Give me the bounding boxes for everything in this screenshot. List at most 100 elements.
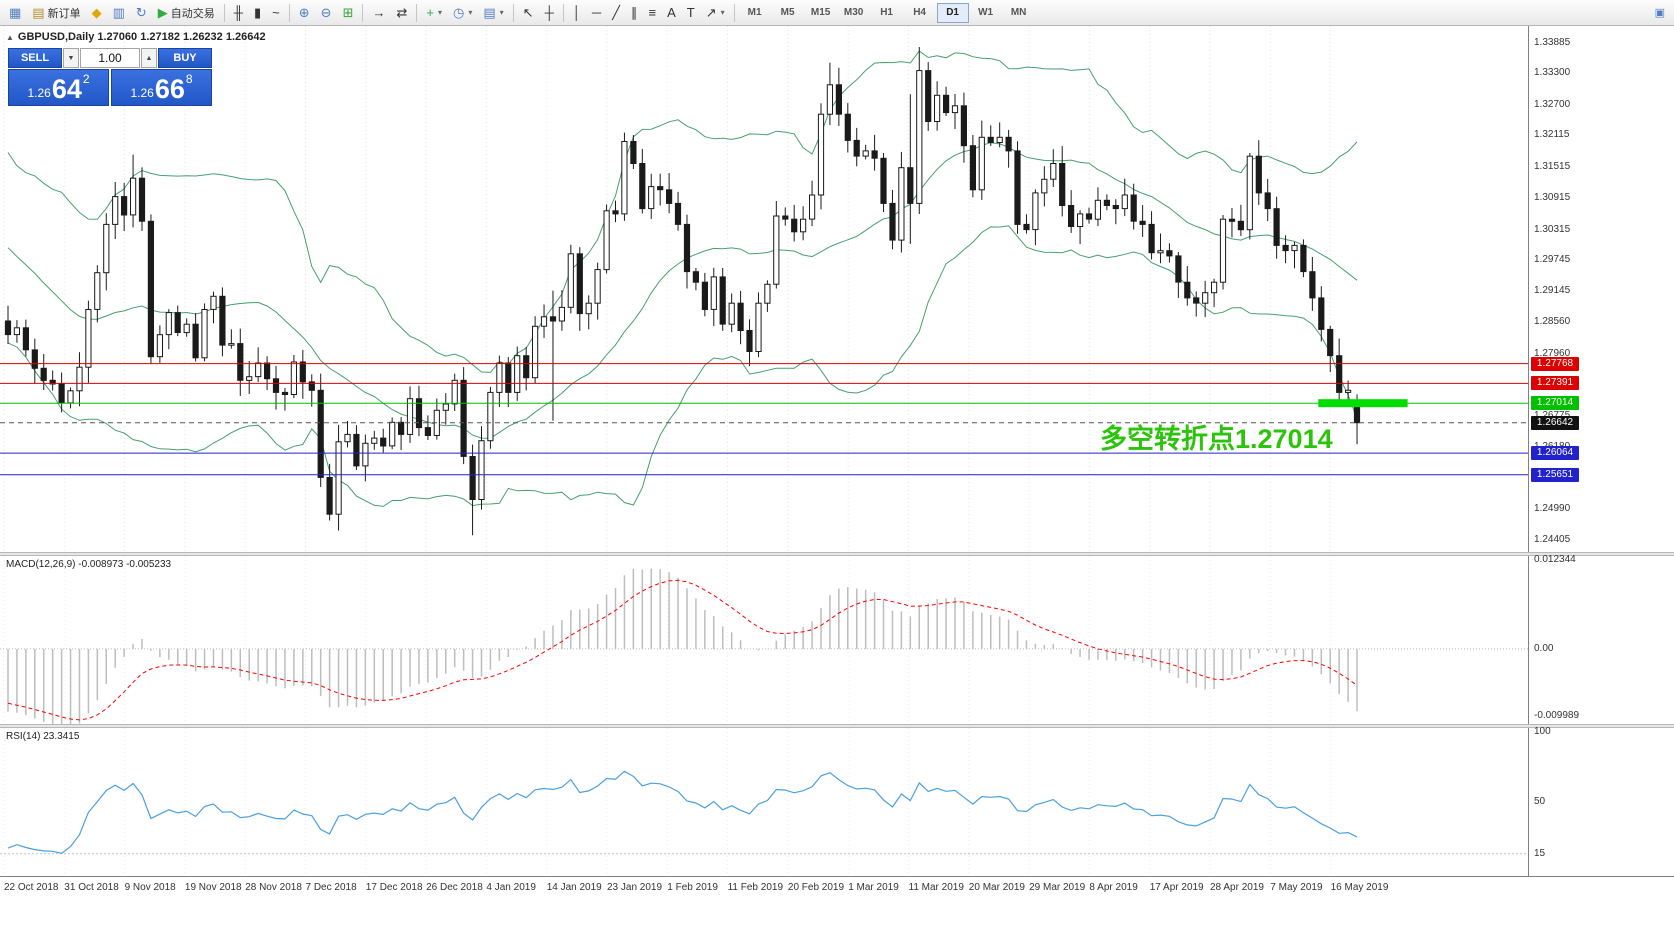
sell-button[interactable]: SELL (8, 48, 62, 68)
collapse-chart-icon[interactable]: ▲ (6, 33, 14, 42)
arrows-tool[interactable]: ↗ ▾ (701, 2, 730, 24)
toolbar-separator (512, 3, 514, 22)
fibonacci-icon: ≡ (648, 5, 657, 20)
rsi-chart-svg (0, 728, 1528, 876)
line-chart-icon[interactable]: ~ (267, 2, 285, 24)
text-icon: A (667, 5, 676, 20)
cursor-tool[interactable]: ↖ (518, 2, 539, 24)
timeframe-h4[interactable]: H4 (913, 7, 926, 18)
label-icon: T (686, 5, 695, 20)
auto-trading-icon: ▶ (157, 5, 168, 20)
panel-splitter[interactable] (0, 552, 1674, 556)
indicators-button[interactable]: + ▾ (421, 2, 447, 24)
new-order-button-label: 新订单 (47, 7, 81, 20)
label-tool[interactable]: T (682, 2, 700, 24)
auto-scroll-icon-icon: → (372, 5, 386, 20)
fibonacci-tool[interactable]: ≡ (643, 2, 661, 24)
buy-price-prefix: 1.26 (130, 86, 154, 100)
date-label: 20 Mar 2019 (968, 882, 1025, 893)
price-tick: 1.24990 (1534, 503, 1571, 515)
profiles-icon[interactable]: ↻ (131, 2, 152, 24)
crosshair-tool[interactable]: ┼ (540, 2, 559, 24)
horizontal-line-tool[interactable]: ─ (587, 2, 606, 24)
rsi-axis: 100 50 15 (1528, 726, 1674, 876)
price-tick: 1.30915 (1534, 192, 1571, 204)
channel-tool[interactable]: ∥ (626, 2, 643, 24)
one-click-trading-panel: SELL ▼ 1.00 ▲ BUY 1.26 64 2 1.26 (8, 48, 212, 106)
timeframe-m30[interactable]: M30 (843, 7, 864, 18)
toolbar-separator (362, 3, 364, 22)
timeframe-mn[interactable]: MN (1010, 7, 1027, 18)
vertical-line-tool[interactable]: │ (568, 2, 586, 24)
price-plot: ▲ GBPUSD,Daily 1.27060 1.27182 1.26232 1.… (0, 26, 1528, 552)
zoom-in-icon-icon: ⊕ (298, 5, 310, 20)
tile-windows-icon[interactable]: ⊞ (338, 2, 359, 24)
price-tick: 1.26775 (1534, 410, 1570, 422)
market-icon[interactable]: ◆ (87, 2, 107, 24)
indicators-icon: + (426, 5, 434, 20)
buy-price-button[interactable]: 1.26 66 8 (111, 69, 212, 106)
templates-button[interactable]: ▤ ▾ (478, 2, 508, 24)
price-tick: 1.28560 (1534, 316, 1571, 328)
macd-chart-svg (0, 556, 1528, 724)
new-order-button[interactable]: ▤ 新订单 (27, 2, 85, 24)
crosshair-icon: ┼ (544, 5, 554, 20)
timeframe-m15[interactable]: M15 (810, 7, 831, 18)
rsi-label: RSI(14) 23.3415 (6, 731, 80, 742)
price-tick: 1.24405 (1534, 534, 1571, 546)
candlestick-chart-icon[interactable]: ▮ (249, 2, 266, 24)
price-line-badge: 1.27768 (1531, 356, 1579, 371)
date-label: 17 Apr 2019 (1149, 882, 1204, 893)
date-label: 20 Feb 2019 (787, 882, 845, 893)
window-restore-icon[interactable]: ▣ (1654, 7, 1665, 19)
sell-price-button[interactable]: 1.26 64 2 (8, 69, 109, 106)
date-label: 11 Mar 2019 (908, 882, 964, 893)
price-tick: 1.33300 (1534, 67, 1571, 79)
auto-scroll-icon[interactable]: → (367, 2, 390, 24)
price-tick: 1.29145 (1534, 285, 1571, 297)
price-tick: 1.31515 (1534, 160, 1571, 172)
toolbar-separator (733, 3, 735, 22)
timeframe-m1[interactable]: M1 (747, 7, 762, 18)
timeframe-w1[interactable]: W1 (978, 7, 994, 18)
sell-price-big: 64 (51, 74, 82, 105)
date-label: 28 Apr 2019 (1210, 882, 1264, 893)
date-label: 7 May 2019 (1270, 882, 1323, 893)
channel-icon: ∥ (630, 5, 638, 20)
rsi-plot: RSI(14) 23.3415 (0, 728, 1528, 876)
panel-splitter-2[interactable] (0, 724, 1674, 728)
periods-button[interactable]: ◷ ▾ (448, 2, 477, 24)
buy-button[interactable]: BUY (158, 48, 212, 68)
chart-shift-icon[interactable]: ⇄ (391, 2, 412, 24)
price-chart-svg[interactable] (0, 26, 1528, 552)
timeframe-h1[interactable]: H1 (880, 7, 893, 18)
chevron-down-icon: ▾ (499, 8, 504, 17)
date-label: 14 Jan 2019 (546, 882, 602, 893)
lot-increase-button[interactable]: ▲ (141, 48, 157, 68)
terminal-window-icon-icon: ▦ (9, 5, 22, 20)
line-chart-icon-icon: ~ (272, 5, 280, 20)
bar-chart-icon[interactable]: ╫ (229, 2, 248, 24)
timeframe-m5[interactable]: M5 (780, 7, 795, 18)
lot-decrease-button[interactable]: ▼ (63, 48, 79, 68)
auto-trading-button[interactable]: ▶ 自动交易 (153, 2, 220, 24)
timeframe-d1[interactable]: D1 (936, 2, 969, 23)
auto-trading-button-label: 自动交易 (170, 7, 215, 20)
date-label: 29 Mar 2019 (1029, 882, 1086, 893)
macd-axis: 0.012344 0.00 -0.009989 (1528, 554, 1674, 724)
templates-icon: ▤ (483, 5, 496, 20)
charts-grid-icon[interactable]: ▥ (108, 2, 130, 24)
zoom-in-icon[interactable]: ⊕ (294, 2, 315, 24)
date-label: 11 Feb 2019 (727, 882, 784, 893)
lot-size-input[interactable]: 1.00 (80, 48, 140, 68)
trendline-tool[interactable]: ╱ (607, 2, 625, 24)
chart-shift-icon-icon: ⇄ (396, 5, 408, 20)
zoom-out-icon[interactable]: ⊖ (316, 2, 337, 24)
price-panel: ▲ GBPUSD,Daily 1.27060 1.27182 1.26232 1.… (0, 26, 1674, 552)
bar-chart-icon-icon: ╫ (233, 5, 244, 20)
chart-annotation-text[interactable]: 多空转折点1.27014 (1100, 424, 1333, 454)
price-tick: 1.32115 (1534, 129, 1570, 141)
terminal-window-icon: ▦ (4, 2, 26, 24)
text-tool[interactable]: A (662, 2, 681, 24)
